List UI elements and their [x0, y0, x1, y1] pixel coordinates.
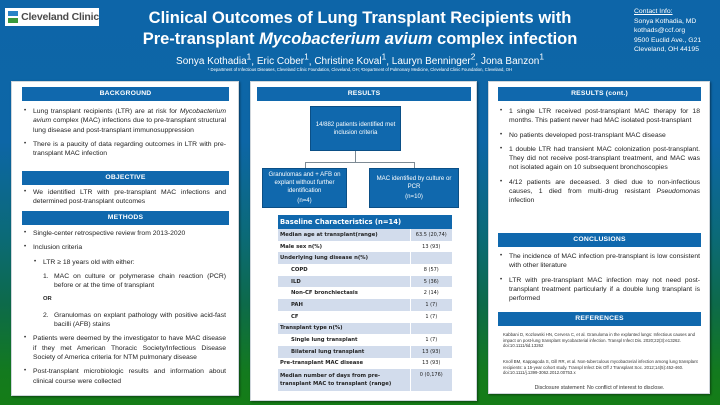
objective-bullet: We identified LTR with pre-transplant MA… — [24, 188, 226, 207]
results-heading: RESULTS — [257, 87, 471, 101]
table-title: Baseline Characteristics (n=14) — [278, 215, 452, 229]
results-bullet: No patients developed post-transplant MA… — [500, 131, 700, 141]
flowchart-right-text: MAC identified by culture or PCR — [376, 174, 452, 190]
results-bullet: 4/12 patients are deceased. 3 died due t… — [500, 178, 700, 206]
methods-bullet: Post-transplant microbiologic results an… — [24, 367, 226, 386]
cleveland-clinic-cross-icon — [8, 11, 19, 23]
table-row: ILD 5 (36) — [278, 275, 452, 288]
contact-name: Sonya Kothadia, MD — [634, 17, 697, 25]
right-column-panel: RESULTS (cont.) 1 single LTR received po… — [488, 81, 710, 394]
objective-section: We identified LTR with pre-transplant MA… — [24, 188, 226, 212]
reference-2: Knoll BM, Kappagoda S, Gill RR, et al. N… — [503, 359, 698, 376]
title-line-2: Pre-transplant Mycobacterium avium compl… — [142, 30, 578, 48]
flowchart-connector — [305, 162, 414, 163]
table-row: Median number of days from pre-transplan… — [278, 369, 452, 392]
methods-section: Single-center retrospective review from … — [24, 229, 226, 391]
reference-1: Kabbani D, Kozlowski HN, Cervera C, et a… — [503, 332, 696, 349]
methods-sub-bullet: LTR ≥ 18 years old with either: — [34, 258, 226, 268]
author: Lauryn Benninger2 — [391, 52, 476, 68]
cleveland-clinic-logo: Cleveland Clinic — [5, 8, 99, 26]
poster-title: Clinical Outcomes of Lung Transplant Rec… — [110, 8, 610, 50]
background-section: Lung transplant recipients (LTR) are at … — [24, 107, 226, 163]
contact-heading: Contact Info: — [634, 8, 673, 15]
table-row: PAH 1 (7) — [278, 299, 452, 311]
affiliations: ¹ Department of Infectious Diseases, Cle… — [208, 67, 512, 72]
baseline-characteristics-table: Baseline Characteristics (n=14) Median a… — [278, 215, 452, 392]
contact-address-2: Cleveland, OH 44195 — [634, 46, 699, 54]
methods-bullet: Patients were deemed by the investigator… — [24, 334, 226, 362]
contact-email[interactable]: kothads@ccf.org — [634, 27, 686, 35]
table-row: Median age at transplant(range) 63.5 (20,… — [278, 229, 452, 241]
author: Jona Banzon1 — [480, 52, 544, 68]
methods-bullet: Inclusion criteria — [24, 243, 226, 253]
table-row: Non-CF bronchiectasis 2 (14) — [278, 287, 452, 300]
table-row: Bilateral lung transplant 13 (93) — [278, 345, 452, 358]
results-bullet: 1 double LTR had transient MAC colonizat… — [500, 145, 700, 173]
table-row: Single lung transplant 1 (7) — [278, 334, 452, 346]
methods-bullet: Single-center retrospective review from … — [24, 229, 226, 239]
table-row: CF 1 (7) — [278, 310, 452, 323]
title-line-1: Clinical Outcomes of Lung Transplant Rec… — [148, 9, 572, 27]
author: Eric Cober1 — [256, 52, 309, 68]
methods-heading: METHODS — [22, 211, 229, 225]
table-row: Male sex n(%) 13 (93) — [278, 240, 452, 253]
author: Sonya Kothadia1 — [176, 52, 252, 68]
logo-text: Cleveland Clinic — [21, 11, 99, 23]
contact-info: Contact Info: Sonya Kothadia, MD kothads… — [634, 7, 701, 55]
conclusions-heading: CONCLUSIONS — [498, 233, 701, 247]
flowchart-right-box: MAC identified by culture or PCR (n=10) — [369, 168, 459, 208]
flowchart-left-box: Granulomas and + AFB on explant without … — [262, 168, 347, 208]
table-row: Transplant type n(%) — [278, 322, 452, 335]
contact-address-1: 9500 Euclid Ave., G21 — [634, 36, 702, 44]
disclosure-statement: Disclosure statement: No conflict of int… — [534, 385, 665, 391]
author: Christine Koval1 — [314, 52, 387, 68]
table-row: Underlying lung disease n(%) — [278, 252, 452, 265]
criteria-item-2: 2. Granulomas on explant pathology with p… — [43, 311, 226, 329]
criteria-item-1: 1. MAC on culture or polymerase chain rea… — [43, 272, 226, 290]
flowchart-connector — [355, 151, 356, 162]
flowchart-connector — [305, 162, 306, 168]
background-heading: BACKGROUND — [22, 87, 229, 101]
left-column-panel: BACKGROUND Lung transplant recipients (L… — [11, 81, 239, 396]
flowchart-right-count: (n=10) — [405, 193, 423, 201]
objective-heading: OBJECTIVE — [22, 171, 229, 185]
author-list: Sonya Kothadia1, Eric Cober1, Christine … — [176, 52, 544, 68]
flowchart-left-text: Granulomas and + AFB on explant without … — [268, 170, 341, 194]
results-cont-section: 1 single LTR received post-transplant MA… — [500, 107, 700, 211]
results-cont-heading: RESULTS (cont.) — [498, 87, 701, 101]
middle-column-panel: RESULTS 14/882 patients identified met i… — [250, 81, 477, 401]
background-bullet: There is a paucity of data regarding out… — [24, 140, 226, 159]
conclusion-bullet: The incidence of MAC infection pre-trans… — [500, 252, 700, 271]
table-row: COPD 8 (57) — [278, 264, 452, 276]
flowchart-top-text: 14/882 patients identified met inclusion… — [315, 120, 396, 136]
conclusions-section: The incidence of MAC infection pre-trans… — [500, 252, 700, 308]
conclusion-bullet: LTR with pre-transplant MAC infection ma… — [500, 276, 700, 304]
flowchart-left-count: (n=4) — [297, 197, 312, 205]
or-label: OR — [43, 296, 52, 303]
background-bullet: Lung transplant recipients (LTR) are at … — [24, 107, 226, 135]
results-bullet: 1 single LTR received post-transplant MA… — [500, 107, 700, 126]
flowchart-connector — [414, 162, 415, 168]
references-heading: REFERENCES — [498, 312, 701, 326]
flowchart-top-box: 14/882 patients identified met inclusion… — [310, 106, 401, 151]
table-row: Pre-transplant MAC disease 13 (93) — [278, 357, 452, 370]
table-header-row: Baseline Characteristics (n=14) — [278, 215, 452, 229]
